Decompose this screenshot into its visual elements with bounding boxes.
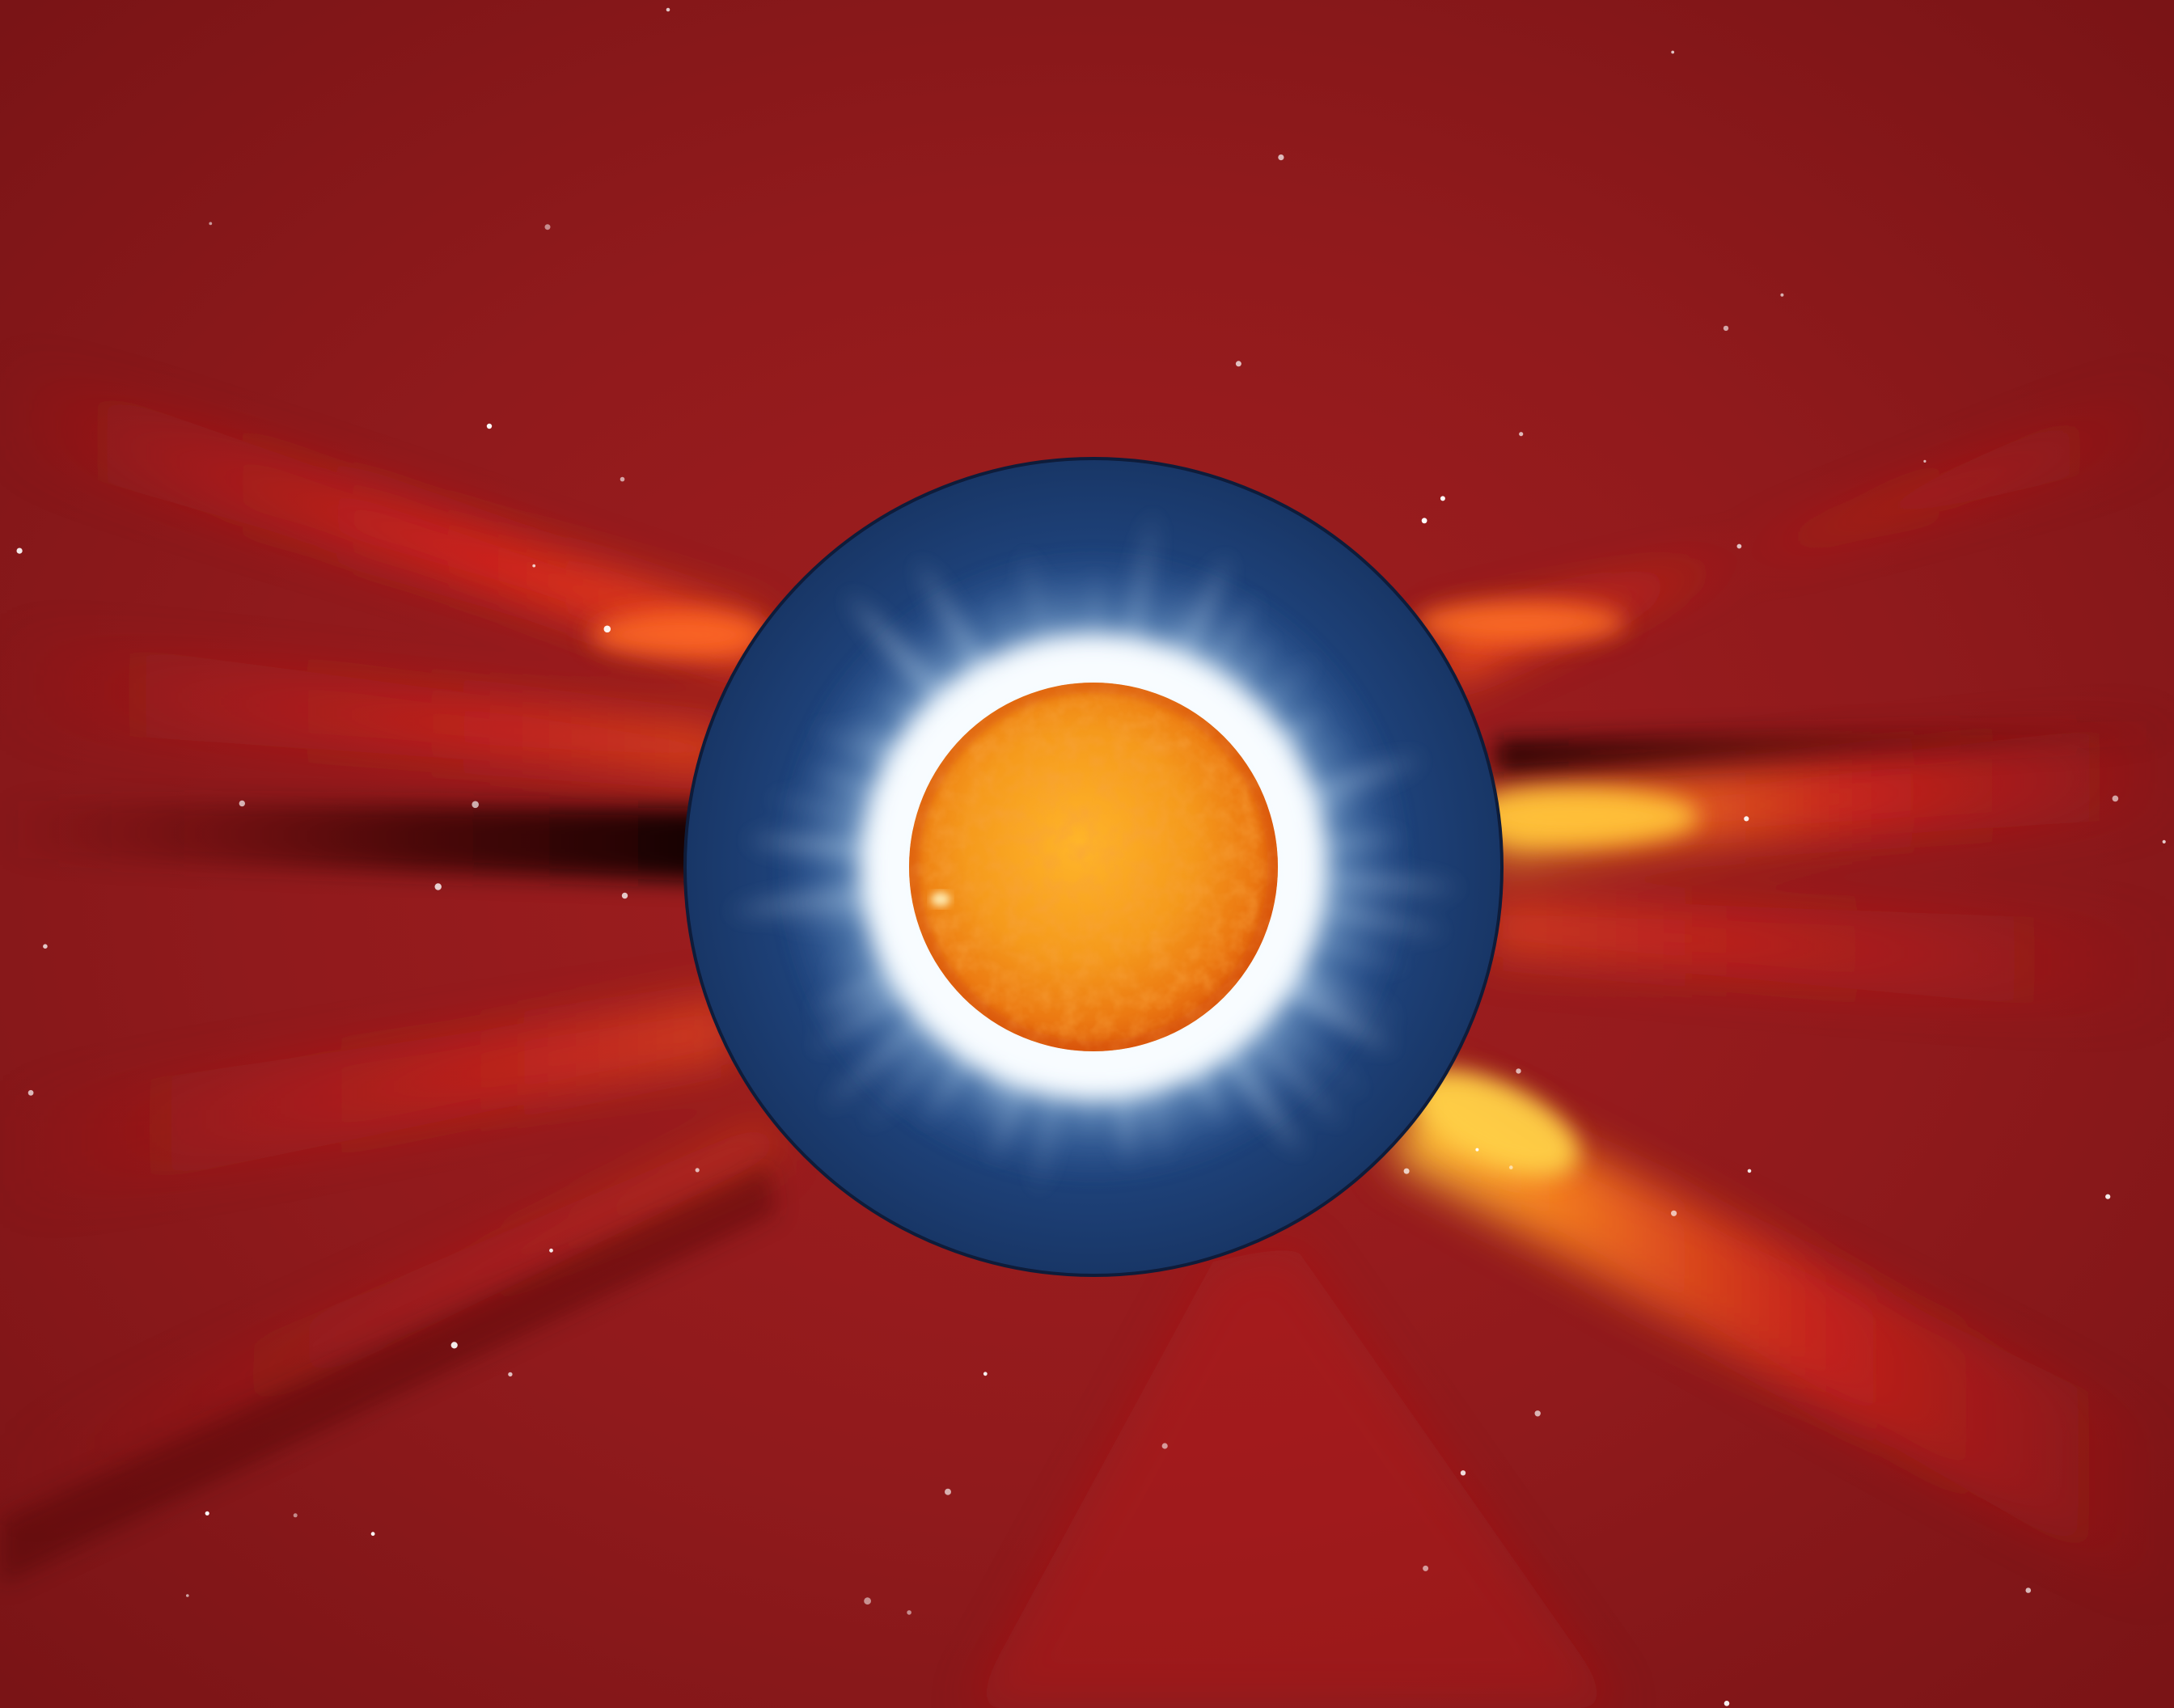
dark-lanes — [0, 720, 2174, 1585]
star — [1519, 432, 1524, 437]
star — [43, 944, 48, 949]
core-upper-right — [1415, 602, 1626, 644]
core-right-bright — [1456, 789, 1698, 844]
star — [1747, 1169, 1752, 1173]
star — [293, 1513, 298, 1518]
star — [1235, 361, 1241, 367]
star — [370, 1532, 375, 1537]
star — [620, 476, 625, 482]
star — [945, 1488, 951, 1495]
star — [1780, 293, 1784, 297]
star — [907, 1610, 911, 1615]
star — [695, 1168, 700, 1173]
star — [1516, 1068, 1521, 1074]
star — [472, 801, 479, 809]
star — [2025, 1588, 2032, 1593]
streamer-lower-right-bright — [1391, 1076, 2174, 1609]
star — [1161, 1443, 1168, 1449]
solar-disk — [906, 679, 1281, 1055]
star — [532, 564, 536, 568]
star — [27, 1089, 34, 1096]
star — [205, 1511, 209, 1516]
star — [1278, 154, 1284, 161]
star — [209, 222, 213, 226]
star — [508, 1372, 513, 1377]
core-lower-right — [1414, 1072, 1579, 1177]
star — [1736, 543, 1742, 549]
star — [621, 892, 628, 899]
star — [1423, 1565, 1429, 1571]
star — [864, 1597, 871, 1605]
streamer-cores — [590, 602, 1698, 1177]
star — [1534, 1410, 1541, 1417]
dark-lane-right — [1496, 720, 2174, 772]
star — [666, 7, 670, 12]
star — [1475, 1148, 1479, 1152]
star — [1440, 496, 1445, 501]
streamer-lower-fan — [971, 1245, 1618, 1708]
star — [2105, 1194, 2111, 1199]
streamer-right-mid — [1488, 898, 2174, 1019]
star — [16, 547, 23, 554]
dark-lane-left — [0, 801, 712, 881]
star — [1923, 459, 1927, 463]
star — [2162, 839, 2166, 843]
dark-lane-lower-left — [0, 1165, 776, 1585]
star — [603, 625, 611, 633]
streamer-lower-left — [0, 995, 736, 1213]
star — [2112, 795, 2119, 802]
star — [983, 1372, 988, 1376]
core-upper-left — [590, 612, 768, 657]
star — [1724, 1701, 1730, 1706]
star — [549, 1248, 553, 1253]
star — [1671, 1210, 1677, 1216]
star — [486, 423, 493, 429]
background-stars — [16, 7, 2166, 1706]
star — [1723, 325, 1729, 332]
streamer-left-mid — [0, 631, 728, 776]
streamer-upper-left — [0, 356, 760, 671]
star — [239, 800, 245, 807]
star — [1671, 50, 1675, 54]
star — [1509, 1165, 1513, 1169]
active-region — [931, 892, 950, 907]
coronal-streamers — [0, 356, 2174, 1708]
star — [1460, 1470, 1466, 1476]
star — [1421, 518, 1427, 524]
star — [1403, 1168, 1410, 1174]
star — [450, 1342, 458, 1349]
star — [434, 883, 442, 890]
star — [1744, 816, 1749, 822]
star — [186, 1594, 189, 1597]
streamer-upper-right — [1440, 372, 2174, 687]
star — [544, 224, 551, 230]
